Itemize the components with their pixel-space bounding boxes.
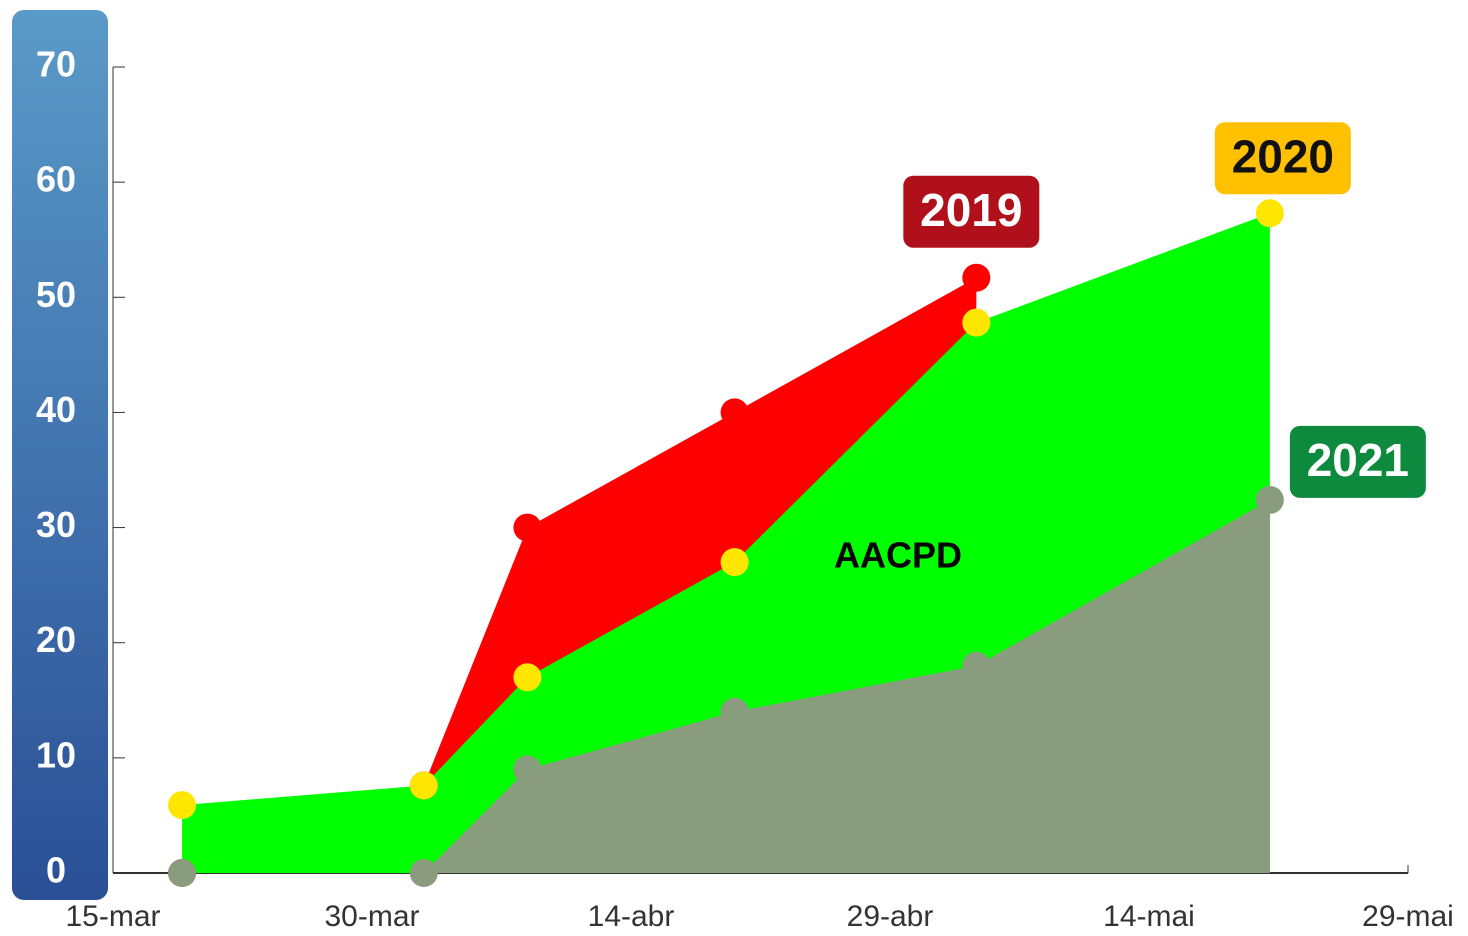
- point: [1256, 486, 1284, 514]
- point: [1256, 199, 1284, 227]
- point: [513, 663, 541, 691]
- legend-label: 2019: [920, 184, 1022, 236]
- point: [962, 309, 990, 337]
- x-tick-label: 29-mai: [1362, 900, 1454, 933]
- annotation: AACPD: [834, 535, 962, 576]
- y-tick-label: 20: [36, 619, 76, 660]
- x-tick-label: 30-mar: [324, 900, 419, 933]
- point: [410, 771, 438, 799]
- x-tick-label: 14-mai: [1103, 900, 1195, 933]
- y-tick-label: 30: [36, 504, 76, 545]
- point: [721, 548, 749, 576]
- point: [513, 514, 541, 542]
- point: [962, 652, 990, 680]
- point: [513, 755, 541, 783]
- point: [721, 698, 749, 726]
- y-tick-label: 60: [36, 159, 76, 200]
- x-tick-label: 14-abr: [588, 900, 675, 933]
- chart: AACPD 0 10 20 30 40 50 60 70 15-mar 30-mar 14-abr 2…: [0, 0, 1468, 936]
- y-tick-label: 0: [46, 850, 66, 891]
- legend-label: 2020: [1232, 130, 1334, 182]
- y-tick-label: 10: [36, 734, 76, 775]
- point: [168, 791, 196, 819]
- y-tick-label: 40: [36, 389, 76, 430]
- point: [168, 859, 196, 887]
- y-tick-label: 50: [36, 274, 76, 315]
- point: [410, 859, 438, 887]
- y-tick-label: 70: [36, 44, 76, 85]
- point: [962, 264, 990, 292]
- legend-label: 2021: [1307, 434, 1409, 486]
- point: [721, 398, 749, 426]
- x-tick-label: 15-mar: [65, 900, 160, 933]
- x-tick-label: 29-abr: [847, 900, 934, 933]
